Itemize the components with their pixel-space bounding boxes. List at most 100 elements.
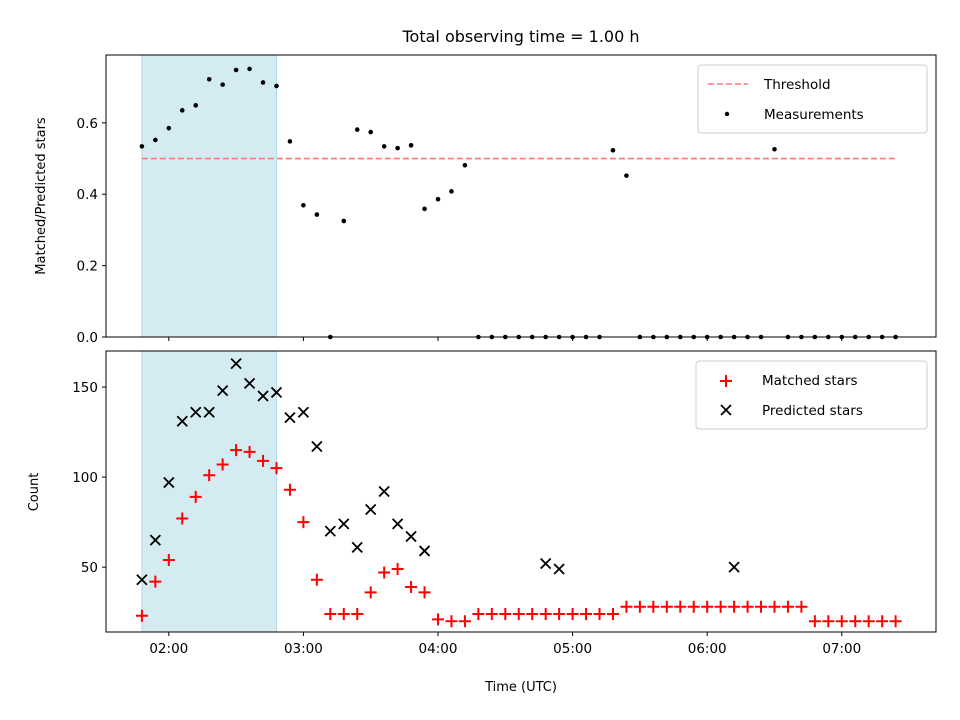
matched-stars-marker: [297, 516, 310, 529]
matched-stars-marker: [687, 600, 700, 613]
top-axes-frame: [105, 54, 937, 338]
top-ylabel: Matched/Predicted stars: [34, 117, 49, 275]
predicted-stars-marker: [378, 485, 390, 498]
matched-stars-marker: [741, 600, 754, 613]
matched-stars-marker: [135, 609, 148, 622]
measurements-point: [287, 139, 293, 144]
measurements-point: [314, 212, 320, 217]
bottom-ylabel: Count: [27, 473, 42, 512]
measurements-point: [274, 83, 279, 89]
matched-stars-marker: [351, 607, 364, 620]
predicted-stars-marker: [257, 390, 269, 402]
predicted-legend-label: Predicted stars: [762, 403, 863, 419]
matched-stars-marker: [606, 607, 619, 620]
predicted-stars-marker: [136, 574, 148, 586]
matched-stars-marker: [714, 600, 727, 613]
measurements-point: [772, 146, 777, 152]
predicted-stars-marker: [203, 406, 215, 418]
matched-stars-marker: [162, 553, 175, 566]
measurements-point: [422, 206, 427, 212]
matched-legend-label: Matched stars: [762, 373, 858, 389]
matched-stars-marker: [755, 600, 768, 613]
predicted-stars-marker: [190, 406, 202, 418]
matched-stars-marker: [230, 444, 243, 457]
matched-stars-marker: [808, 615, 821, 628]
x-tick-label: 04:00: [419, 641, 458, 657]
matched-stars-marker: [391, 562, 404, 575]
y-tick-label: 0.2: [77, 259, 98, 275]
measurements-point: [247, 66, 252, 72]
observing-window-shade: [141, 54, 277, 338]
x-tick-label: 05:00: [553, 641, 592, 657]
predicted-stars-marker: [365, 503, 377, 516]
bottom-xlabel: Time (UTC): [484, 680, 557, 695]
measurements-point: [354, 127, 360, 132]
measurements-point: [395, 145, 400, 151]
measurements-point: [408, 143, 414, 148]
matched-stars-marker: [364, 586, 377, 599]
x-tick-label: 07:00: [822, 641, 861, 657]
matched-stars-marker: [310, 573, 323, 586]
matched-stars-marker: [862, 615, 875, 628]
matched-stars-marker: [660, 600, 673, 613]
predicted-stars-marker: [270, 386, 283, 399]
matched-stars-marker: [458, 615, 471, 628]
matched-stars-marker: [593, 607, 606, 620]
bottom-legend-box: [695, 360, 928, 430]
predicted-stars-marker: [338, 518, 350, 530]
predicted-stars-marker: [163, 476, 175, 489]
matched-stars-marker: [633, 600, 646, 613]
top-legend-box: [697, 64, 928, 134]
measurements-point: [624, 173, 629, 178]
y-tick-label: 150: [72, 380, 98, 396]
predicted-stars-marker: [243, 377, 256, 390]
measurements-point: [449, 189, 454, 194]
predicted-stars-marker: [418, 545, 431, 557]
y-tick-label: 50: [81, 560, 98, 576]
matched-stars-marker: [701, 600, 714, 613]
predicted-stars-marker: [217, 384, 229, 397]
matched-stars-marker: [418, 586, 431, 599]
x-tick-label: 03:00: [284, 641, 323, 657]
predicted-stars-marker: [405, 530, 417, 543]
measurements-point: [462, 163, 468, 168]
measurements-point: [610, 148, 616, 153]
matched-stars-marker: [580, 607, 593, 620]
bottom-axes-frame: [105, 350, 937, 633]
predicted-stars-marker: [391, 518, 404, 530]
measurements-legend-swatch: [724, 111, 730, 117]
matched-stars-marker: [768, 600, 781, 613]
matched-stars-marker: [337, 607, 350, 620]
matched-stars-marker: [189, 490, 202, 503]
matched-stars-marker: [674, 600, 687, 613]
matched-stars-marker: [512, 607, 525, 620]
measurements-point: [381, 144, 387, 149]
measurements-point: [368, 129, 374, 135]
matched-stars-marker: [849, 615, 862, 628]
predicted-stars-marker: [540, 557, 552, 570]
observing-window-shade: [141, 350, 277, 633]
matched-stars-marker: [553, 607, 566, 620]
matched-stars-marker: [835, 615, 848, 628]
matched-stars-marker: [781, 600, 794, 613]
matched-stars-marker: [405, 580, 418, 593]
matched-stars-marker: [526, 607, 539, 620]
y-tick-label: 0.6: [77, 116, 98, 132]
matched-stars-marker: [472, 607, 485, 620]
matched-stars-marker: [216, 458, 229, 471]
top-title: Total observing time = 1.00 h: [401, 27, 639, 46]
matched-stars-marker: [728, 600, 741, 613]
matched-stars-marker: [795, 600, 808, 613]
measurements-point: [139, 144, 145, 149]
matched-stars-marker: [876, 615, 889, 628]
y-tick-label: 0.4: [77, 187, 98, 203]
matched-stars-marker: [432, 613, 444, 626]
matched-stars-marker: [485, 607, 498, 620]
matched-stars-marker: [378, 566, 391, 579]
measurements-point: [260, 80, 266, 85]
predicted-stars-marker: [297, 406, 310, 418]
threshold-legend-label: Threshold: [763, 77, 831, 93]
measurements-point: [193, 103, 199, 108]
